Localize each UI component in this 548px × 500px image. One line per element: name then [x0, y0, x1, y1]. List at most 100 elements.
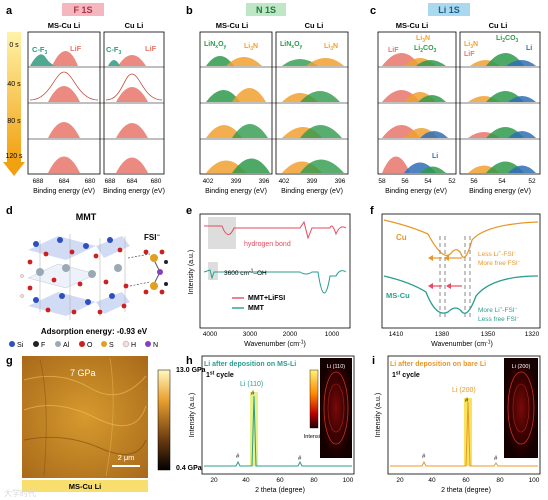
panel-letter-a: a: [6, 5, 13, 17]
label-li-c-right: Li: [526, 45, 532, 52]
panel-letter-i: i: [372, 355, 375, 367]
diffraction-inset-h: [320, 358, 352, 458]
peak-cf3-label-right: C-F3: [106, 45, 122, 56]
panel-a-title: F 1S: [73, 5, 92, 15]
sample-label-bar: [22, 480, 148, 492]
intensity-colorbar-label: Intensity: [304, 434, 325, 440]
label-cu: Cu: [396, 233, 407, 242]
time-arrow-head: [3, 162, 25, 176]
tick: 58: [378, 178, 386, 185]
panel-h-frame: [201, 355, 355, 475]
panel-b-xlabel-left: Binding energy (eV): [205, 188, 267, 195]
panel-i-cycle: 1st cycle: [392, 371, 420, 380]
legend-o: O: [87, 342, 93, 349]
panel-b-title-badge: [246, 3, 286, 16]
inset-label: Li (200): [512, 364, 531, 370]
hash-mark: #: [422, 454, 426, 460]
colorbar-min: 0.4 GPa: [176, 465, 202, 472]
tick: 20: [210, 477, 218, 484]
hash-mark: #: [298, 456, 302, 462]
panel-h-title: Li after deposition on MS-Li: [204, 361, 296, 368]
panel-i: i Li after deposition on bare Li 1st cyc…: [372, 355, 541, 494]
panel-letter-f: f: [370, 205, 374, 217]
tick: 399: [231, 178, 242, 185]
element-legend: Si F Al O S H N: [9, 340, 158, 349]
tick: 40: [428, 477, 436, 484]
spectrum-mscu: [383, 275, 539, 314]
tick: 52: [528, 178, 536, 185]
panel-a-title-badge: [62, 3, 104, 16]
peak-band: [464, 398, 472, 466]
label-li-c-left: Li: [432, 153, 438, 160]
tick: 1320: [525, 331, 540, 338]
panel-letter-c: c: [370, 5, 376, 17]
legend-si: Si: [17, 342, 24, 349]
panel-h-ylabel: Intensity (a.u.): [189, 393, 196, 437]
tick: 402: [203, 178, 214, 185]
panel-letter-h: h: [186, 355, 193, 367]
label-lif-c-right: LiF: [464, 51, 475, 58]
watermark: 大学时代: [4, 488, 36, 498]
panel-letter-e: e: [186, 205, 192, 217]
legend-mmt-lifsi: MMT+LiFSI: [248, 295, 285, 302]
hydrogen-bond-label: hydrogen bond: [244, 241, 291, 248]
tick: 684: [127, 178, 138, 185]
label-linxoy-right: LiNxOy: [280, 41, 303, 50]
peak-lif-label: LiF: [70, 44, 82, 53]
label-li3n-left: Li3N: [244, 43, 258, 52]
panel-b-title: N 1S: [256, 5, 276, 15]
legend-al: Al: [63, 342, 70, 349]
label-li2co3-c-right: Li2CO3: [496, 35, 519, 44]
hydrogen-bond-band: [208, 217, 236, 249]
peak-cf3-label: C-F3: [32, 45, 48, 56]
tick: 56: [470, 178, 478, 185]
tick: 54: [424, 178, 432, 185]
panel-h: h Li after deposition on MS-Li 1st cycle…: [186, 355, 355, 494]
tick: 56: [401, 178, 409, 185]
ann-mscu-2: Less free FSI−: [478, 315, 520, 324]
tick: 80: [496, 477, 504, 484]
legend-h: H: [131, 342, 136, 349]
panel-h-cycle: 1st cycle: [206, 371, 234, 380]
tick: 1000: [325, 331, 340, 338]
panel-e-frame: [199, 213, 351, 329]
time-80s: 80 s: [7, 118, 21, 125]
legend-dot: [33, 341, 39, 347]
panel-letter-d: d: [6, 205, 13, 217]
tick: 60: [276, 477, 284, 484]
hash-mark: #: [494, 456, 498, 462]
hash-mark: #: [251, 391, 255, 397]
legend-dot: [145, 341, 151, 347]
oh-band: [208, 262, 218, 280]
panel-f: f Cu MS-Cu Less Li+-FSI− More free FSI− …: [370, 205, 541, 349]
panel-b-col-right: Cu Li: [305, 21, 324, 30]
tick: 52: [448, 178, 456, 185]
fsi-molecule: FSI−: [127, 233, 168, 295]
adsorption-energy: Adsorption energy: -0.93 eV: [41, 327, 148, 336]
tick: 80: [310, 477, 318, 484]
label-li3n-c: Li3N: [416, 35, 430, 44]
panel-d: d MMT: [6, 205, 168, 349]
colorbar-max: 13.0 GPa: [176, 367, 206, 374]
peak-lif-label-right: LiF: [145, 44, 157, 53]
xrd-pattern-h: [204, 395, 352, 467]
tick: 60: [462, 477, 470, 484]
panel-i-ylabel: Intensity (a.u.): [375, 393, 382, 437]
tick: 100: [529, 477, 540, 484]
legend-mmt: MMT: [248, 305, 265, 312]
panel-e-ylabel: Intensity (a.u.): [188, 250, 195, 294]
panel-f-xlabel: Wavenumber (cm-1): [431, 340, 493, 349]
label-mscu: MS-Cu: [386, 291, 410, 300]
oh-label: 3600 cm-1–OH: [224, 269, 267, 278]
panel-c: c Li 1S MS-Cu Li Cu Li LiF Li3N Li2CO3 L…: [370, 3, 541, 195]
tick: 20: [396, 477, 404, 484]
panel-a-col-right: Cu Li: [125, 21, 144, 30]
panel-c-title-badge: [428, 3, 470, 16]
legend-dot: [122, 340, 130, 348]
panel-c-col-right: Cu Li: [489, 21, 508, 30]
intensity-colorbar: [309, 369, 319, 429]
panel-i-xlabel: 2 theta (degree): [441, 487, 491, 494]
tick: 688: [33, 178, 44, 185]
tick: 680: [151, 178, 162, 185]
